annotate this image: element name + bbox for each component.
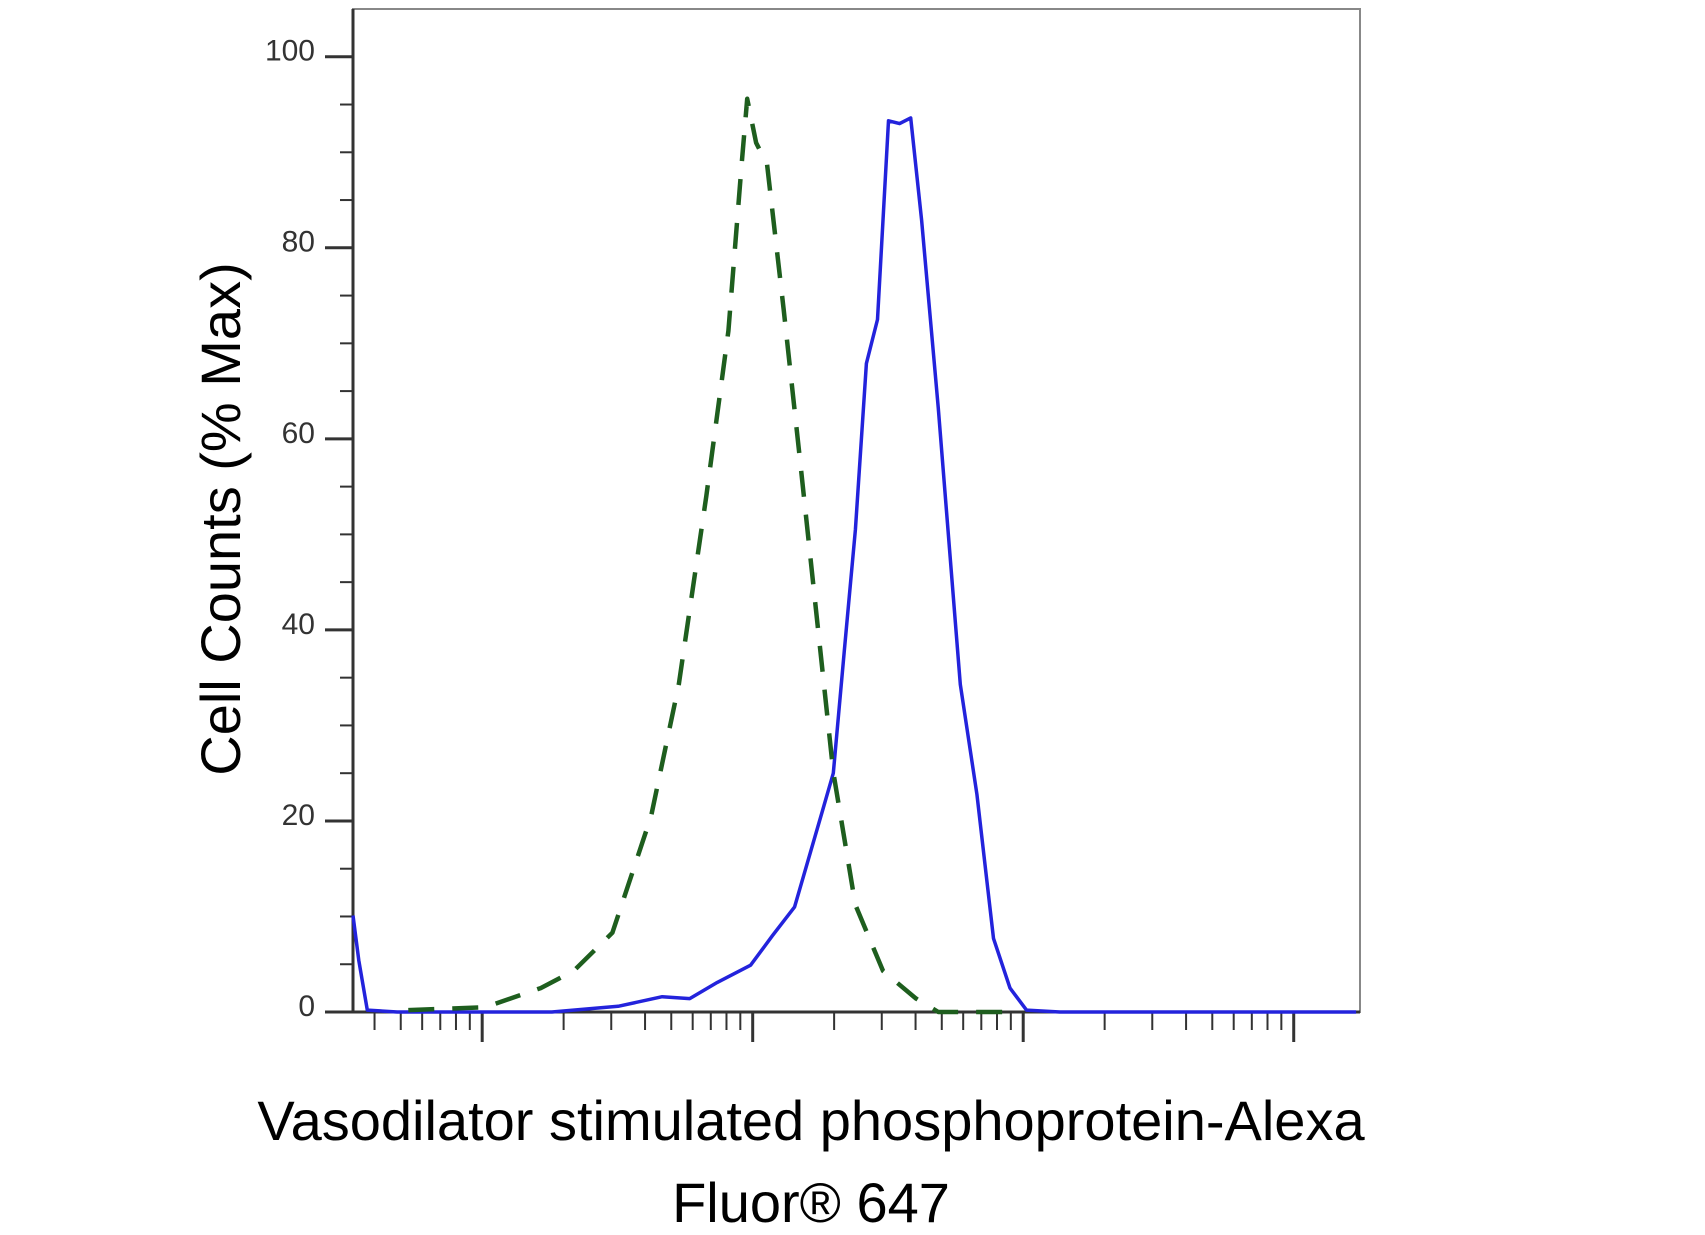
y-tick-label: 100 <box>265 35 315 68</box>
y-axis-title: Cell Counts (% Max) <box>189 262 252 775</box>
series-line <box>408 96 1016 1015</box>
x-axis-title: Fluor® 647 <box>672 1171 950 1234</box>
y-tick-label: 80 <box>282 226 315 259</box>
y-tick-label: 20 <box>282 799 315 832</box>
series-line <box>351 116 1357 1014</box>
y-tick-label: 40 <box>282 608 315 641</box>
y-tick-label: 0 <box>298 990 315 1023</box>
y-tick-label: 60 <box>282 417 315 450</box>
x-axis-title: Vasodilator stimulated phosphoprotein-Al… <box>257 1089 1365 1152</box>
